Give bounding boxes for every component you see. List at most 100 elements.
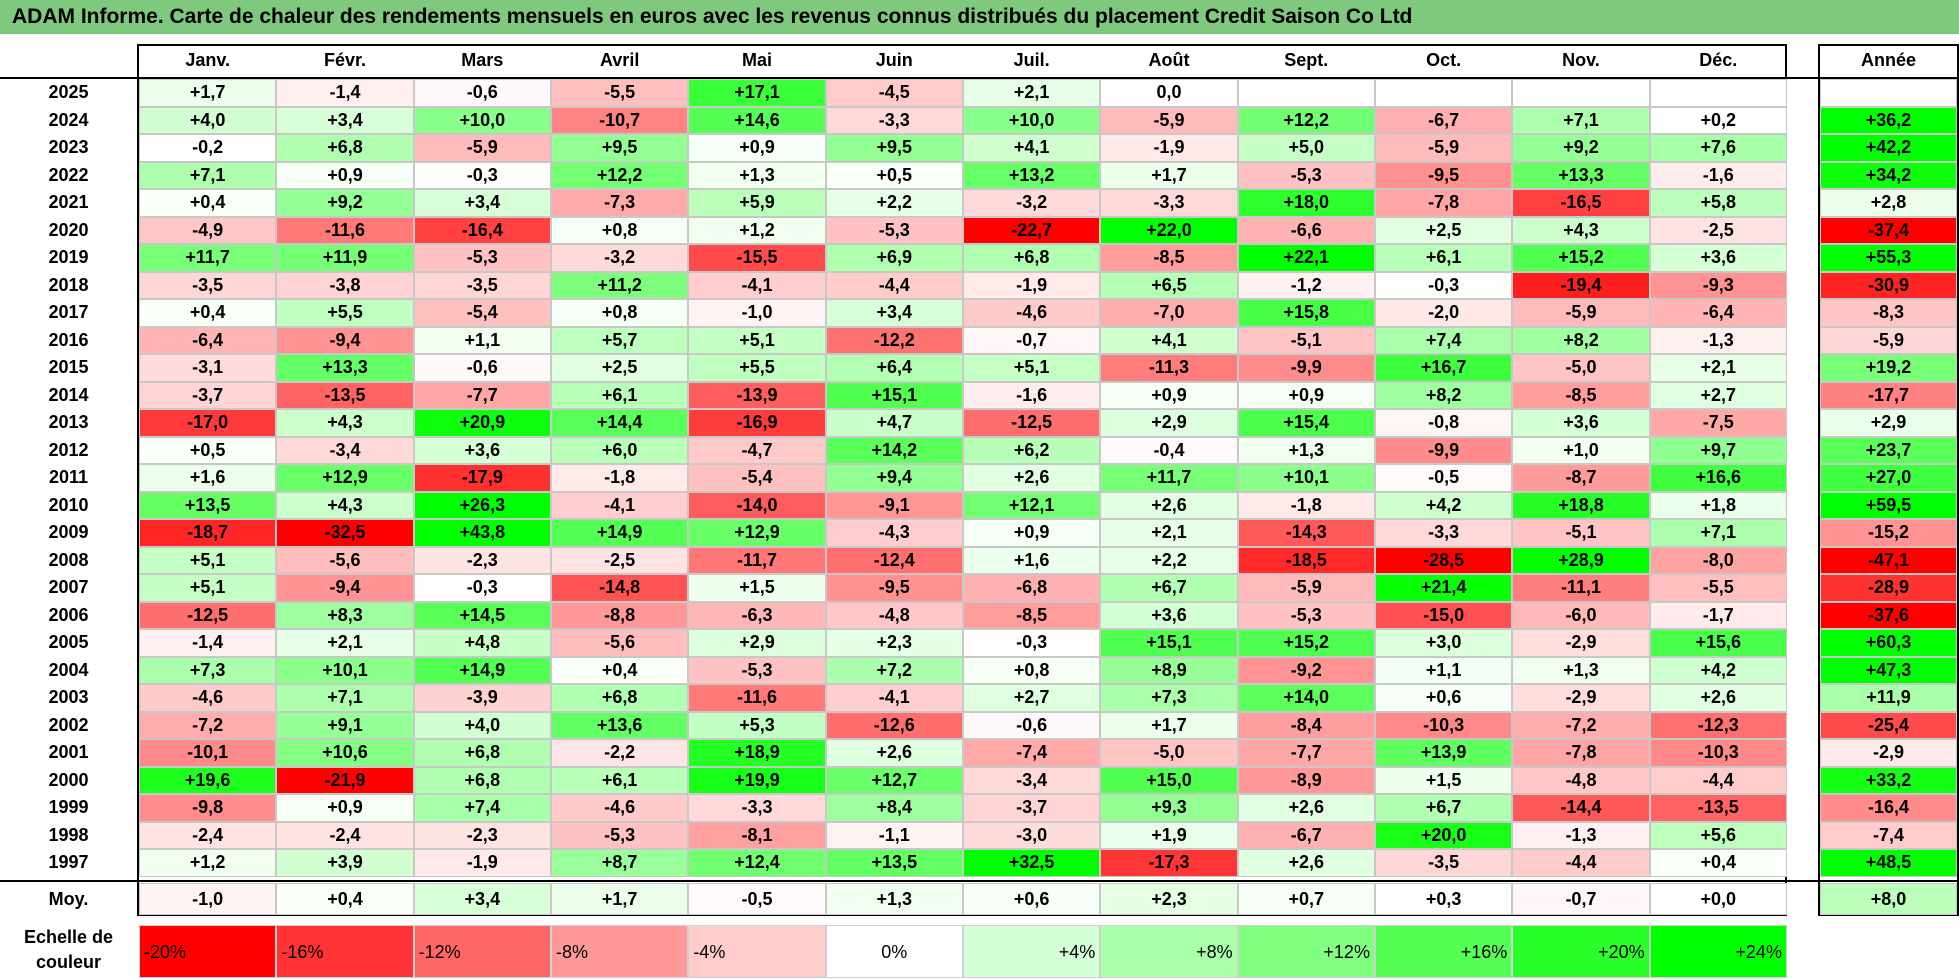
heatmap-cell: +3,6	[413, 436, 551, 464]
heatmap-cell: +13,5	[825, 849, 963, 877]
heatmap-cell: -10,3	[1649, 739, 1787, 767]
year-label: 2020	[48, 219, 89, 240]
heatmap-cell: -1,3	[1512, 821, 1650, 849]
annual-cell: +59,5	[1820, 491, 1957, 519]
year-label: 2005	[48, 632, 89, 652]
heatmap-cell: +2,6	[1100, 491, 1238, 519]
annual-cell: -5,9	[1820, 326, 1957, 354]
heatmap-cell: +2,6	[825, 739, 963, 767]
color-scale-step: +8%	[1100, 925, 1238, 978]
heatmap-cell: -7,2	[139, 711, 277, 739]
heatmap-cell: -8,8	[550, 601, 689, 629]
month-header: Nov.	[1562, 50, 1600, 70]
heatmap-cell: -19,4	[1512, 271, 1650, 299]
year-label: 2011	[48, 467, 89, 487]
year-label: 2025	[48, 82, 89, 102]
heatmap-cell: -12,3	[1649, 711, 1787, 739]
heatmap-cell: +26,3	[413, 491, 551, 519]
heatmap-cell: +5,3	[688, 711, 826, 739]
heatmap-cell: -9,5	[825, 574, 963, 602]
heatmap-cell: -5,1	[1512, 519, 1650, 547]
heatmap-cell: -3,4	[962, 766, 1101, 794]
heatmap-cell: -0,3	[1374, 271, 1513, 299]
heatmap-cell: -0,7	[962, 326, 1101, 354]
heatmap-cell: -11,6	[276, 216, 414, 244]
heatmap-cell: +7,4	[413, 794, 551, 822]
heatmap-cell: +13,6	[550, 711, 689, 739]
heatmap-cell: -5,6	[276, 546, 414, 574]
heatmap-cell: +15,8	[1237, 299, 1375, 327]
heatmap-cell: -1,9	[1100, 134, 1238, 162]
heatmap-cell: +1,3	[1512, 656, 1650, 684]
heatmap-cell: +12,7	[825, 766, 963, 794]
heatmap-cell: +15,1	[825, 381, 963, 409]
heatmap-cell: +3,9	[276, 849, 414, 877]
heatmap-cell: -12,5	[139, 601, 277, 629]
annual-cell: +27,0	[1820, 464, 1957, 492]
heatmap-cell: -17,3	[1100, 849, 1238, 877]
heatmap-cell: +8,2	[1512, 326, 1650, 354]
heatmap-cell: +13,2	[962, 161, 1101, 189]
heatmap-cell: +1,9	[1100, 821, 1238, 849]
heatmap-cell: +7,1	[1512, 106, 1650, 134]
heatmap-cell: -8,0	[1649, 546, 1787, 574]
heatmap-cell: -5,9	[1237, 574, 1375, 602]
heatmap-cell: -5,0	[1100, 739, 1238, 767]
heatmap-cell: +2,2	[825, 189, 963, 217]
heatmap-cell: -4,3	[825, 519, 963, 547]
color-scale-step: +20%	[1512, 925, 1650, 978]
heatmap-cell: +7,1	[276, 684, 414, 712]
heatmap-cell: -0,6	[413, 354, 551, 382]
heatmap-cell: -3,3	[825, 106, 963, 134]
annual-cell: +11,9	[1820, 684, 1957, 712]
heatmap-cell: +2,1	[1100, 519, 1238, 547]
heatmap-cell: +2,5	[1374, 216, 1513, 244]
heatmap-cell: -11,3	[1100, 354, 1238, 382]
heatmap-cell: +12,2	[550, 161, 689, 189]
heatmap-cell: +4,0	[413, 711, 551, 739]
heatmap-cell: +6,7	[1100, 574, 1238, 602]
heatmap-cell: +6,7	[1374, 794, 1513, 822]
heatmap-cell: +9,5	[825, 134, 963, 162]
annual-cell: +47,3	[1820, 656, 1957, 684]
heatmap-cell: -8,5	[1100, 244, 1238, 272]
heatmap-cell: -0,3	[962, 629, 1101, 657]
heatmap-cell: -5,4	[688, 464, 826, 492]
annual-cell: +34,2	[1820, 161, 1957, 189]
average-cell: +0,0	[1649, 883, 1787, 915]
heatmap-cell: +0,8	[550, 216, 689, 244]
annual-cell: +60,3	[1820, 629, 1957, 657]
heatmap-cell: -10,1	[139, 739, 277, 767]
year-label: 2015	[48, 357, 89, 377]
heatmap-cell: +1,1	[1374, 656, 1513, 684]
heatmap-cell: -9,8	[139, 794, 277, 822]
year-label: 2022	[48, 164, 89, 185]
heatmap-cell: +6,0	[550, 436, 689, 464]
heatmap-cell: -4,8	[825, 601, 963, 629]
average-cell: +0,7	[1237, 883, 1375, 915]
heatmap-cell: +7,6	[1649, 134, 1787, 162]
heatmap-cell: -17,0	[139, 409, 277, 437]
heatmap-cell: +4,7	[825, 409, 963, 437]
heatmap-cell: +14,9	[550, 519, 689, 547]
heatmap-cell: +0,4	[139, 299, 277, 327]
month-header: Juin	[875, 50, 913, 70]
heatmap-cell: -21,9	[276, 766, 414, 794]
heatmap-cell: -3,7	[962, 794, 1101, 822]
heatmap-cell: -4,1	[825, 684, 963, 712]
heatmap-cell: -0,5	[1374, 464, 1513, 492]
heatmap-cell: +5,1	[139, 546, 277, 574]
heatmap-cell: -17,9	[413, 464, 551, 492]
year-label: 2021	[48, 192, 89, 212]
heatmap-cell: -0,3	[413, 574, 551, 602]
heatmap-cell: -7,7	[413, 381, 551, 409]
heatmap-cell: +1,2	[688, 216, 826, 244]
heatmap-cell: -22,7	[962, 216, 1101, 244]
average-cell: +1,3	[825, 883, 963, 915]
heatmap-cell: +0,9	[962, 519, 1101, 547]
heatmap-cell: +2,6	[962, 464, 1101, 492]
heatmap-cell: -0,3	[413, 161, 551, 189]
heatmap-cell: -2,3	[413, 546, 551, 574]
heatmap-cell: +12,9	[276, 464, 414, 492]
heatmap-cell: +2,6	[1649, 684, 1787, 712]
